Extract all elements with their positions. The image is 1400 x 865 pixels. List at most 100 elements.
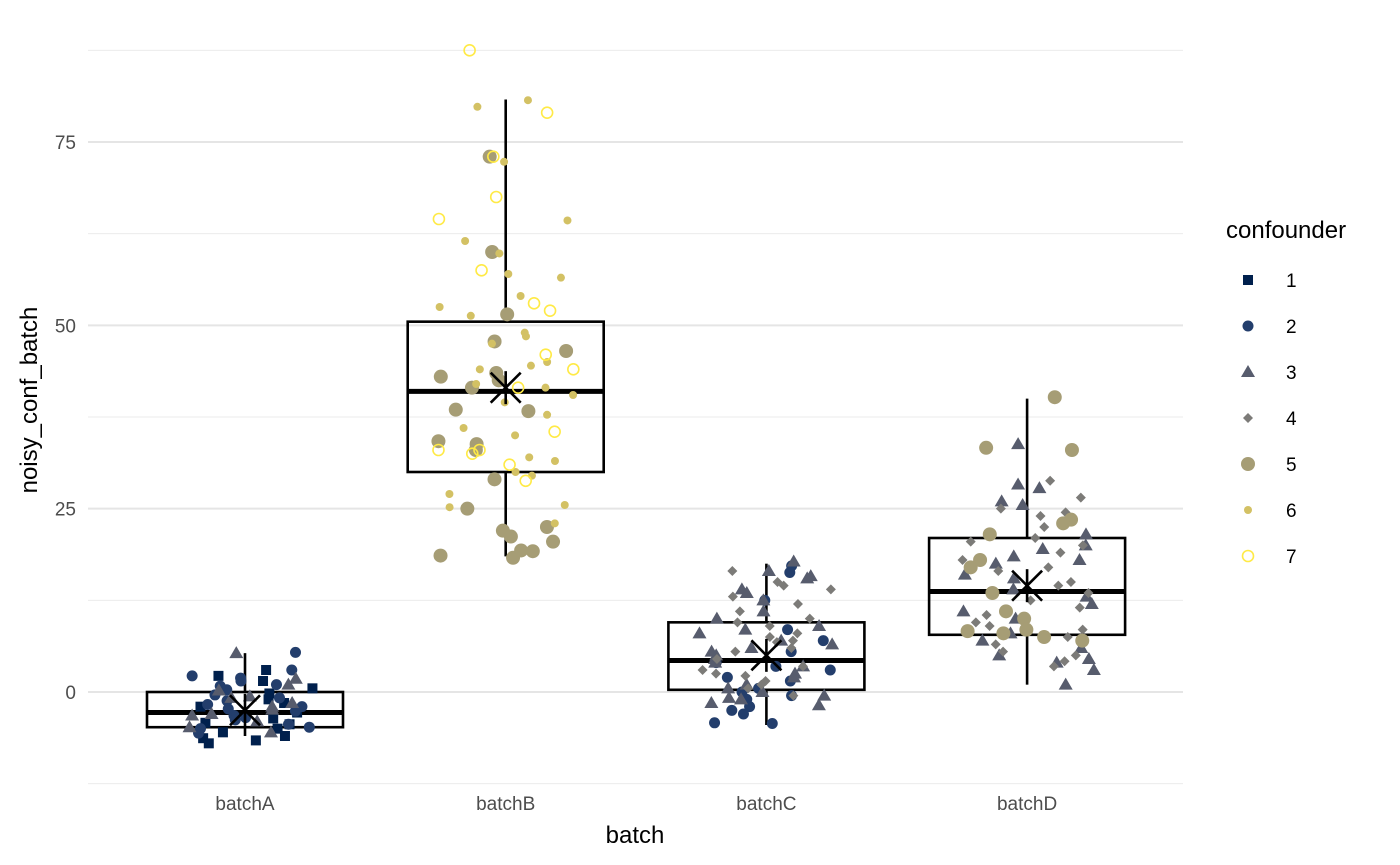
data-point: [503, 529, 518, 544]
data-point: [539, 520, 554, 534]
y-tick-label: 0: [65, 683, 76, 704]
data-point: [489, 190, 503, 204]
data-point: [960, 624, 975, 639]
data-point: [1083, 588, 1094, 598]
data-point: [1062, 632, 1073, 642]
legend-key-square: [1243, 275, 1253, 285]
data-point: [229, 646, 244, 659]
data-point: [465, 447, 479, 460]
data-point: [992, 648, 1007, 661]
data-point: [764, 621, 775, 631]
data-point: [1081, 652, 1096, 664]
data-point: [195, 701, 206, 712]
y-tick-label: 75: [55, 133, 76, 154]
legend-key-triangle: [1241, 365, 1255, 377]
data-point: [1006, 582, 1021, 595]
data-point: [543, 304, 557, 317]
data-point: [1084, 597, 1099, 609]
legend: confounder 1 2 3 4 5 6 7: [1226, 217, 1346, 568]
data-point: [727, 591, 738, 602]
data-point: [743, 683, 754, 694]
data-point: [569, 391, 578, 399]
data-point: [540, 106, 554, 119]
data-point: [1006, 549, 1021, 562]
data-point: [732, 617, 743, 628]
data-point: [263, 694, 274, 705]
data-point: [261, 665, 272, 675]
data-point: [473, 102, 482, 111]
x-tick-label: batchD: [997, 794, 1057, 815]
mean-marker: [489, 371, 522, 405]
data-point: [250, 735, 261, 746]
data-point: [1015, 498, 1030, 510]
data-point: [435, 303, 444, 311]
data-point: [550, 457, 559, 465]
data-point: [511, 431, 520, 440]
data-point: [432, 212, 446, 226]
grid-lines: [88, 49, 1183, 785]
data-point: [812, 619, 827, 631]
data-point: [1019, 622, 1034, 637]
box-iqr: [406, 320, 606, 474]
data-point: [804, 613, 815, 624]
box-iqr: [667, 621, 866, 692]
box-batchB: [406, 99, 606, 557]
data-point: [778, 580, 789, 591]
data-point: [1056, 516, 1071, 531]
data-point: [726, 704, 738, 716]
data-point: [500, 157, 509, 166]
data-point: [203, 738, 214, 749]
data-point: [798, 661, 809, 672]
data-point: [504, 270, 513, 278]
data-point: [279, 731, 290, 741]
data-point: [771, 637, 782, 648]
data-point: [1065, 577, 1076, 587]
legend-item-5: 5: [1241, 455, 1297, 476]
legend-item-6: 6: [1244, 501, 1297, 522]
x-axis-ticks: batchA batchB batchC batchD: [215, 794, 1057, 815]
legend-label: 7: [1286, 547, 1297, 568]
mean-markers: [229, 371, 1044, 727]
data-point: [185, 708, 200, 721]
legend-key-circle-small: [1244, 506, 1252, 514]
data-point: [461, 237, 470, 245]
data-point: [744, 641, 759, 653]
data-point: [511, 468, 520, 476]
data-point: [1077, 540, 1088, 551]
data-point: [1086, 663, 1101, 675]
data-point: [543, 410, 552, 419]
data-point: [289, 646, 301, 658]
data-point: [817, 688, 832, 701]
data-point: [963, 560, 978, 575]
y-axis-ticks: 0 25 50 75: [55, 133, 76, 704]
data-point: [217, 727, 228, 738]
legend-item-7: 7: [1241, 547, 1297, 568]
data-point: [463, 44, 476, 57]
data-point: [475, 264, 488, 277]
data-point: [737, 708, 749, 720]
legend-key-circle: [1242, 320, 1254, 332]
data-point: [697, 665, 708, 675]
data-point: [258, 676, 269, 686]
data-point: [282, 718, 294, 730]
data-point: [487, 339, 496, 348]
data-point: [984, 621, 995, 631]
data-point: [766, 718, 778, 730]
data-point: [824, 664, 836, 676]
data-point: [739, 586, 754, 598]
data-point: [998, 646, 1009, 657]
data-point: [567, 363, 580, 376]
data-point: [539, 348, 553, 361]
data-point: [272, 723, 283, 734]
data-point: [506, 550, 521, 565]
data-point: [242, 689, 257, 702]
x-axis-title: batch: [606, 822, 665, 849]
data-point: [755, 685, 770, 697]
data-point: [460, 501, 475, 516]
data-point: [495, 249, 504, 258]
data-point: [1053, 580, 1064, 591]
data-point: [995, 503, 1006, 514]
data-point: [1011, 437, 1026, 450]
data-point: [956, 604, 971, 617]
